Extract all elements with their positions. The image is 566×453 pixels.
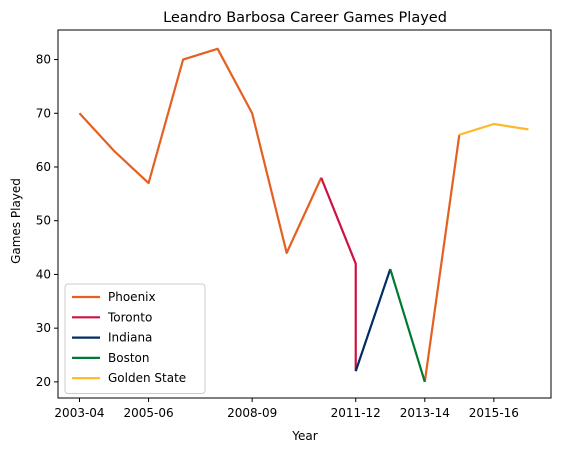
legend: Phoenix Toronto Indiana Boston Golden State: [64, 283, 206, 394]
y-tick-label: 70: [36, 106, 51, 120]
y-tick-label: 60: [36, 160, 51, 174]
plot-frame: [57, 29, 552, 399]
y-tick-label: 80: [36, 53, 51, 67]
series-line-toronto: [320, 177, 357, 372]
x-tick-label: 2005-06: [123, 406, 173, 420]
x-axis-label: Year: [291, 429, 317, 443]
y-tick-label: 50: [36, 214, 51, 228]
series-line-boston: [389, 268, 426, 383]
legend-label-phoenix: Phoenix: [108, 290, 156, 304]
x-tick-label: 2008-09: [227, 406, 277, 420]
x-tick-label: 2003-04: [54, 406, 104, 420]
series-line-indiana: [354, 268, 392, 372]
x-tick-label: 2015-16: [469, 406, 519, 420]
x-tick-label: 2013-14: [400, 406, 450, 420]
series-line-golden-state: [459, 122, 529, 136]
chart-title: Leandro Barbosa Career Games Played: [163, 10, 447, 26]
legend-label-boston: Boston: [108, 351, 149, 365]
legend-label-indiana: Indiana: [108, 331, 152, 345]
y-tick-label: 20: [36, 375, 51, 389]
x-tick-label: 2011-12: [331, 406, 381, 420]
legend-box: [64, 283, 206, 394]
legend-label-golden-state: Golden State: [108, 371, 186, 385]
y-axis-label: Games Played: [9, 178, 23, 264]
series-line-phoenix-1: [78, 47, 323, 255]
legend-label-toronto: Toronto: [107, 310, 152, 324]
series-line-phoenix-2: [423, 134, 461, 383]
y-tick-label: 40: [36, 267, 51, 281]
y-tick-label: 30: [36, 321, 51, 335]
